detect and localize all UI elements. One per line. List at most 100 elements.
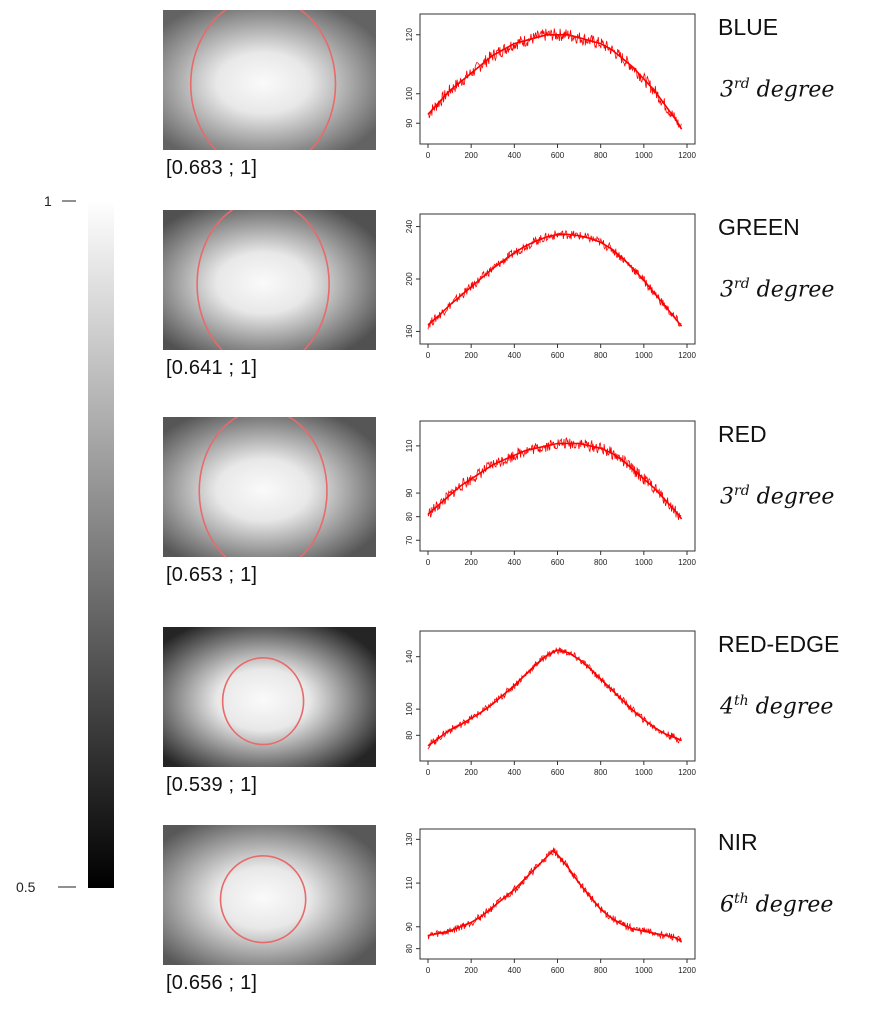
x-tick-label: 800	[594, 351, 608, 360]
fit-circle	[221, 656, 305, 746]
plot-frame	[419, 13, 696, 145]
degree-number: 3	[720, 484, 734, 510]
degree-word: degree	[756, 277, 835, 303]
x-tick-label: 1200	[678, 351, 696, 360]
y-tick-label: 90	[405, 488, 414, 497]
band-row-blue: [0.683 ; 1] 0 200 400 600 800 1000 1200 90 100 120…	[0, 0, 881, 200]
x-tick-label: 1200	[678, 966, 696, 975]
fit-circle	[189, 10, 337, 150]
band-row-green: [0.641 ; 1] 0 200 400 600 800 1000 1200 160 200 24…	[0, 200, 881, 400]
x-tick-label: 1000	[635, 558, 653, 567]
degree-number: 3	[720, 277, 734, 303]
x-tick-label: 200	[464, 966, 478, 975]
y-tick-label: 200	[405, 272, 414, 286]
fitted-profile-line	[427, 849, 683, 943]
x-tick-label: 600	[551, 151, 565, 160]
colorbar-min-label: 0.5	[16, 879, 36, 895]
vignette-fill	[163, 417, 376, 557]
x-tick-label: 0	[426, 966, 431, 975]
vignette-fill	[163, 10, 376, 150]
vignette-image	[163, 825, 376, 965]
degree-suffix: th	[734, 693, 749, 709]
measured-profile-line	[427, 647, 682, 750]
x-tick-label: 1000	[635, 768, 653, 777]
colorbar-max-label: 1	[44, 193, 52, 209]
profile-plot-svg: 0 200 400 600 800 1000 1200 70 80 90 110	[405, 420, 696, 567]
y-tick-label: 130	[405, 832, 414, 846]
fitted-profile-line	[427, 233, 683, 327]
x-tick-label: 200	[464, 351, 478, 360]
y-tick-label: 100	[405, 702, 414, 716]
vignette-fill	[163, 627, 376, 767]
band-name: BLUE	[718, 14, 779, 40]
band-row-nir: [0.656 ; 1] 0 200 400 600 800 1000 1200 80 90 110 1…	[0, 815, 881, 1015]
x-tick-label: 600	[551, 351, 565, 360]
range-label: [0.656 ; 1]	[166, 972, 258, 994]
band-name: NIR	[718, 829, 758, 855]
plot-frame	[419, 213, 696, 345]
x-tick-label: 1200	[678, 151, 696, 160]
band-row-red: [0.653 ; 1] 0 200 400 600 800 1000 1200 70 80 90 11…	[0, 407, 881, 607]
measured-profile-line	[427, 847, 682, 943]
x-tick-label: 400	[508, 966, 522, 975]
x-tick-label: 400	[508, 558, 522, 567]
x-tick-label: 400	[508, 151, 522, 160]
x-tick-label: 600	[551, 768, 565, 777]
y-tick-label: 140	[405, 649, 414, 663]
polynomial-degree: 6th degree	[720, 891, 833, 917]
vignette-image	[163, 210, 376, 350]
vignette-image	[163, 10, 376, 150]
x-tick-label: 1000	[635, 351, 653, 360]
x-tick-label: 200	[464, 768, 478, 777]
measured-profile-line	[427, 437, 682, 520]
y-tick-label: 90	[405, 922, 414, 931]
x-tick-label: 1000	[635, 151, 653, 160]
y-tick-label: 110	[405, 876, 414, 889]
fit-circle	[198, 417, 328, 557]
fit-circle	[196, 210, 330, 350]
degree-number: 4	[720, 694, 734, 720]
y-tick-label: 100	[405, 87, 414, 101]
range-label: [0.683 ; 1]	[166, 157, 258, 179]
x-tick-label: 800	[594, 768, 608, 777]
range-label: [0.653 ; 1]	[166, 564, 258, 586]
polynomial-degree: 3rd degree	[720, 276, 834, 302]
profile-plot: 0 200 400 600 800 1000 1200 80 90 110 130	[370, 815, 710, 991]
polynomial-degree: 3rd degree	[720, 76, 834, 102]
plot-frame	[419, 828, 696, 960]
vignette-fill	[163, 825, 376, 965]
x-tick-label: 200	[464, 151, 478, 160]
degree-number: 6	[720, 892, 734, 918]
x-tick-label: 800	[594, 966, 608, 975]
degree-word: degree	[756, 77, 835, 103]
x-tick-label: 0	[426, 351, 431, 360]
profile-plot: 0 200 400 600 800 1000 1200 90 100 120	[370, 0, 710, 176]
range-label: [0.641 ; 1]	[166, 357, 258, 379]
fitted-profile-line	[427, 442, 683, 520]
vignette-image	[163, 627, 376, 767]
polynomial-degree: 3rd degree	[720, 483, 834, 509]
x-tick-label: 200	[464, 558, 478, 567]
degree-word: degree	[755, 694, 834, 720]
x-tick-label: 600	[551, 558, 565, 567]
vignette-fill	[163, 210, 376, 350]
degree-suffix: rd	[734, 483, 750, 499]
x-tick-label: 1200	[678, 768, 696, 777]
degree-number: 3	[720, 77, 734, 103]
y-tick-label: 80	[405, 730, 414, 739]
profile-plot: 0 200 400 600 800 1000 1200 160 200 240	[370, 200, 710, 376]
y-tick-label: 160	[405, 324, 414, 338]
degree-suffix: rd	[734, 76, 750, 92]
x-tick-label: 400	[508, 768, 522, 777]
y-tick-label: 120	[405, 28, 414, 42]
band-name: RED	[718, 421, 767, 447]
profile-plot: 0 200 400 600 800 1000 1200 70 80 90 110	[370, 407, 710, 583]
fitted-profile-line	[427, 649, 682, 747]
colorbar-gradient	[88, 200, 114, 888]
x-tick-label: 1200	[678, 558, 696, 567]
colorbar: 1 0.5	[16, 193, 114, 895]
profile-plot: 0 200 400 600 800 1000 1200 80 100 140	[370, 617, 710, 793]
y-tick-label: 80	[405, 512, 414, 521]
degree-suffix: th	[734, 891, 749, 907]
degree-word: degree	[756, 484, 835, 510]
